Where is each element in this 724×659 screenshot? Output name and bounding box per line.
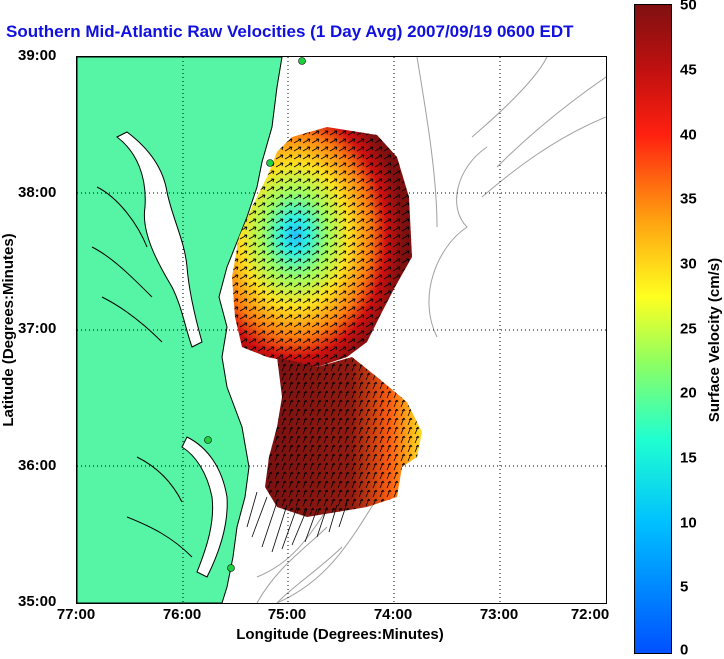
y-axis-title: Latitude (Degrees:Minutes) xyxy=(0,233,17,427)
y-tick-label: 35:00 xyxy=(18,593,57,610)
land-mass xyxy=(77,57,283,603)
y-tick-label: 39:00 xyxy=(18,47,57,64)
x-tick-label: 75:00 xyxy=(267,606,307,623)
station-marker xyxy=(227,564,235,572)
colorbar-tick: 30 xyxy=(680,255,697,273)
colorbar-tick: 10 xyxy=(680,514,697,532)
colorbar-tick: 35 xyxy=(680,190,697,208)
sounds-water xyxy=(181,436,228,578)
station-marker xyxy=(266,159,274,167)
colorbar-tick: 45 xyxy=(680,61,697,79)
colorbar-title: Surface Velocity (cm/s) xyxy=(706,257,723,423)
vectors-north xyxy=(232,127,412,367)
hf-radar-stations[interactable] xyxy=(204,57,306,572)
vectors-south xyxy=(265,357,422,517)
colorbar-tick: 50 xyxy=(680,0,697,14)
colorbar-tick: 15 xyxy=(680,449,697,467)
colorbar-tick: 25 xyxy=(680,320,697,338)
x-tick-label: 72:00 xyxy=(570,606,610,623)
bay-water xyxy=(116,131,203,348)
y-tick-label: 38:00 xyxy=(18,184,57,201)
y-tick-label: 36:00 xyxy=(18,457,57,474)
bathymetry-contours xyxy=(256,57,606,603)
map-svg xyxy=(77,57,606,603)
x-axis-title: Longitude (Degrees:Minutes) xyxy=(236,626,444,643)
colorbar-tick: 20 xyxy=(680,384,697,402)
x-tick-label: 73:00 xyxy=(479,606,519,623)
x-tick-label: 74:00 xyxy=(373,606,413,623)
colorbar-tick: 0 xyxy=(680,641,689,659)
plot-title: Southern Mid-Atlantic Raw Velocities (1 … xyxy=(6,22,574,41)
colorbar-tick: 40 xyxy=(680,126,697,144)
vector-tail-south xyxy=(246,491,348,553)
y-tick-label: 37:00 xyxy=(18,320,57,337)
x-tick-label: 77:00 xyxy=(56,606,96,623)
map-area[interactable] xyxy=(76,56,607,604)
station-marker xyxy=(298,57,306,65)
x-tick-label: 76:00 xyxy=(162,606,202,623)
rivers xyxy=(91,186,163,343)
station-marker xyxy=(204,436,212,444)
colorbar xyxy=(634,4,672,654)
colorbar-tick: 5 xyxy=(680,578,689,596)
